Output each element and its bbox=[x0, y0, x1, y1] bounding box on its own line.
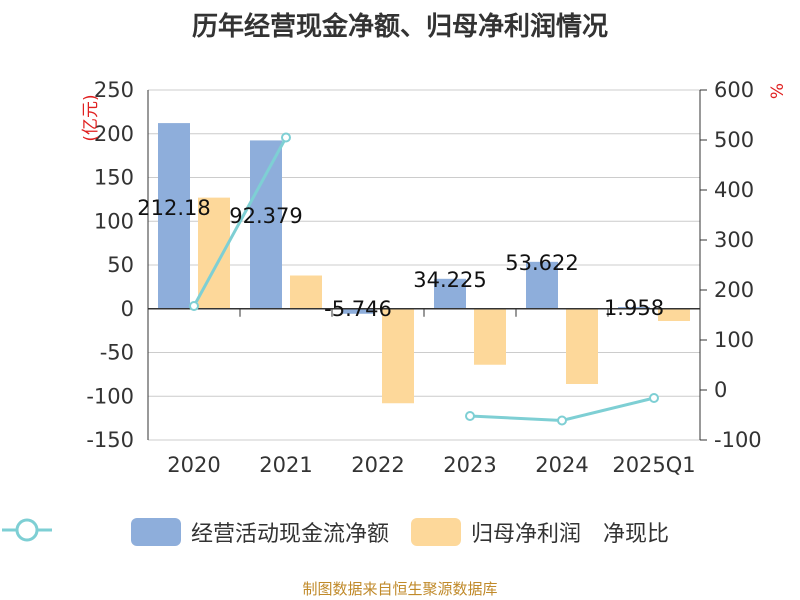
data-label-cashflow: 212.18 bbox=[137, 196, 210, 220]
legend-label-net-profit: 归母净利润 bbox=[470, 522, 581, 547]
data-label-cashflow: 34.225 bbox=[413, 268, 486, 292]
x-axis-tick-label: 2022 bbox=[351, 453, 404, 477]
x-axis-tick-label: 2025Q1 bbox=[612, 453, 695, 477]
line-cash-ratio bbox=[192, 136, 288, 307]
legend-swatch-cash-ratio bbox=[2, 518, 52, 542]
legend-item-cashflow[interactable]: 经营活动现金流净额 bbox=[130, 516, 389, 548]
left-axis-tick-label: -100 bbox=[86, 384, 134, 408]
x-axis-tick-label: 2023 bbox=[443, 453, 496, 477]
point-cash-ratio bbox=[557, 415, 567, 426]
chart-title: 历年经营现金净额、归母净利润情况 bbox=[191, 12, 608, 42]
left-axis-tick-label: -50 bbox=[100, 341, 134, 365]
point-cash-ratio bbox=[189, 301, 199, 311]
left-axis-tick-label: 200 bbox=[94, 122, 134, 146]
right-axis-tick-label: 400 bbox=[714, 178, 754, 202]
legend-swatch-cashflow bbox=[130, 518, 181, 546]
bar-net-profit bbox=[566, 308, 598, 384]
left-axis-tick-label: 50 bbox=[107, 253, 134, 277]
bar-net-profit bbox=[474, 308, 506, 365]
legend-item-net-profit[interactable]: 归母净利润 bbox=[410, 516, 581, 548]
right-axis-tick-label: 500 bbox=[714, 128, 754, 152]
legend-item-cash-ratio[interactable]: 净现比 bbox=[2, 516, 670, 548]
x-axis-tick-label: 2024 bbox=[535, 453, 588, 477]
right-axis-tick-label: 100 bbox=[714, 328, 754, 352]
left-axis-tick-label: 100 bbox=[94, 209, 134, 233]
right-axis-tick-label: 300 bbox=[714, 228, 754, 252]
source-footer: 制图数据来自恒生聚源数据库 bbox=[302, 580, 498, 598]
point-cash-ratio bbox=[465, 411, 475, 421]
right-axis-tick-label: 0 bbox=[714, 378, 727, 402]
data-label-cashflow: 1.958 bbox=[604, 296, 664, 320]
point-cash-ratio bbox=[649, 393, 659, 403]
bar-net-profit bbox=[382, 308, 414, 404]
left-axis-tick-label: -150 bbox=[86, 428, 134, 452]
legend-swatch-net-profit bbox=[410, 518, 461, 546]
bar-net-profit bbox=[290, 275, 322, 309]
point-cash-ratio bbox=[281, 132, 291, 143]
right-axis-tick-label: -100 bbox=[714, 428, 762, 452]
x-axis-tick-label: 2020 bbox=[167, 453, 220, 477]
legend-label-cashflow: 经营活动现金流净额 bbox=[190, 522, 389, 547]
bar-cashflow bbox=[342, 308, 374, 314]
legend-label-cash-ratio: 净现比 bbox=[603, 522, 670, 547]
bar-cashflow bbox=[526, 261, 558, 309]
bar-cashflow bbox=[618, 307, 650, 309]
left-axis-tick-label: 0 bbox=[121, 297, 134, 321]
data-label-cashflow: 92.379 bbox=[229, 204, 302, 228]
x-axis-tick-label: 2021 bbox=[259, 453, 312, 477]
left-axis-tick-label: 150 bbox=[94, 166, 134, 190]
left-axis-unit: (亿元) bbox=[81, 94, 101, 141]
right-axis-tick-label: 600 bbox=[714, 78, 754, 102]
bar-cashflow bbox=[250, 140, 282, 309]
right-axis-unit: % bbox=[768, 83, 788, 99]
bar-cashflow bbox=[158, 123, 190, 309]
right-axis-tick-label: 200 bbox=[714, 278, 754, 302]
bar-net-profit bbox=[658, 308, 690, 321]
bar-cashflow bbox=[434, 278, 466, 309]
data-label-cashflow: 53.622 bbox=[505, 251, 578, 275]
chart-legend: 经营活动现金流净额 归母净利润 净现比 bbox=[0, 516, 800, 548]
data-label-cashflow: -5.746 bbox=[324, 297, 392, 321]
left-axis-tick-label: 250 bbox=[94, 78, 134, 102]
